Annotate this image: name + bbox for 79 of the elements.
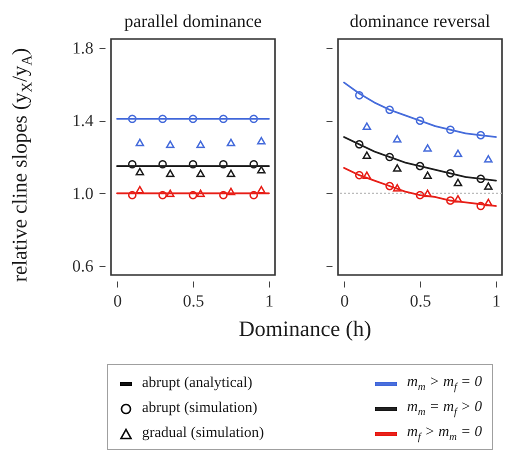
point — [257, 186, 266, 194]
point — [128, 160, 137, 169]
point — [484, 155, 493, 163]
point — [484, 182, 493, 190]
point — [219, 160, 228, 169]
point — [476, 202, 486, 210]
point — [158, 114, 167, 124]
x-axis-title: Dominance (h) — [238, 316, 372, 342]
y-tick-label: 0.6 — [72, 256, 94, 276]
point — [385, 152, 394, 162]
point — [454, 150, 462, 158]
point — [446, 125, 455, 134]
point — [423, 144, 432, 152]
x-tick-label: 0 — [340, 292, 349, 310]
point — [354, 170, 364, 180]
point — [196, 170, 205, 178]
point — [354, 91, 364, 100]
point — [354, 140, 364, 149]
point — [362, 171, 372, 179]
point — [257, 166, 266, 174]
legend-label: m$_{m}$ > m$_{f}$ = 0 — [407, 374, 482, 393]
point — [226, 138, 236, 146]
point — [158, 160, 167, 169]
point — [385, 182, 394, 190]
point — [385, 106, 394, 114]
point — [454, 178, 462, 186]
point — [158, 190, 167, 200]
legend-label: m$_{m}$ = m$_{f}$ > 0 — [407, 399, 482, 418]
x-tick-label: 1 — [265, 292, 274, 310]
text: abrupt (simulation) — [142, 400, 258, 417]
point — [219, 114, 228, 124]
point — [484, 198, 493, 206]
x-tick-label: 0 — [113, 292, 122, 310]
x-tick-label: 1 — [492, 292, 501, 310]
point — [446, 196, 455, 205]
point — [219, 190, 228, 200]
point — [362, 122, 372, 130]
point — [226, 170, 236, 178]
point — [476, 174, 486, 184]
point — [392, 184, 402, 192]
point — [416, 116, 424, 125]
chart-title: dominance reversal — [350, 11, 490, 31]
legend-label: m$_{f}$ > m$_{m}$ = 0 — [407, 424, 482, 443]
point — [249, 160, 258, 169]
point — [454, 194, 462, 203]
point — [188, 190, 198, 200]
y-tick-label: 1.0 — [72, 184, 94, 203]
point — [188, 160, 198, 169]
point — [136, 186, 144, 194]
point — [196, 140, 205, 148]
point — [362, 151, 372, 159]
point — [226, 188, 236, 196]
y-tick-label: 1.4 — [72, 111, 94, 130]
point — [128, 114, 137, 124]
point — [196, 189, 205, 198]
text: abrupt (analytical) — [142, 375, 252, 392]
x-tick-label: 0.5 — [410, 292, 432, 310]
point — [446, 169, 455, 178]
text: gradual (simulation) — [142, 425, 264, 442]
point — [423, 171, 432, 179]
point — [249, 114, 258, 124]
point — [423, 189, 432, 198]
point — [166, 170, 175, 178]
point — [166, 189, 175, 198]
chart-title: parallel dominance — [124, 11, 262, 31]
point — [416, 190, 424, 200]
point — [136, 168, 144, 176]
point — [392, 164, 402, 172]
point — [166, 140, 175, 148]
point — [257, 136, 266, 144]
y-tick-label: 1.8 — [72, 38, 94, 58]
point — [392, 135, 402, 143]
point — [416, 162, 424, 170]
point — [249, 190, 258, 200]
point — [476, 130, 486, 140]
point — [128, 190, 137, 200]
point — [136, 138, 144, 146]
x-tick-label: 0.5 — [182, 292, 204, 310]
point — [188, 114, 198, 124]
